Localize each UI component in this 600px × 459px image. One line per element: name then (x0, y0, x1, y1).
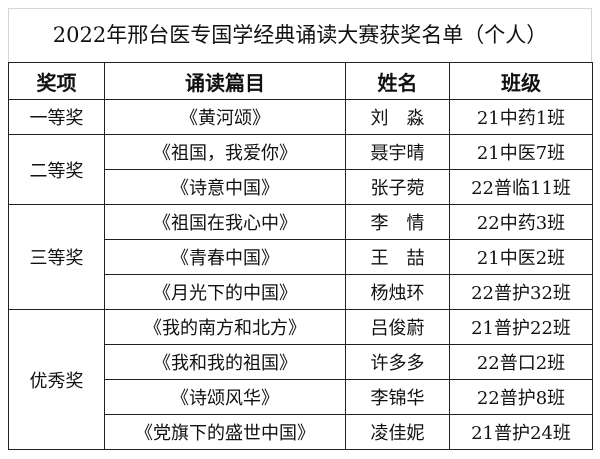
table-row: 《党旗下的盛世中国》 凌佳妮 21普护24班 (9, 414, 593, 450)
name-cell: 杨烛环 (345, 274, 450, 310)
name-cell: 吕俊蔚 (345, 309, 450, 345)
table-row: 优秀奖 《我的南方和北方》 吕俊蔚 21普护22班 (8, 309, 593, 450)
class-cell: 21普护24班 (449, 414, 593, 450)
name-cell: 刘 淼 (345, 99, 450, 135)
table-row: 《我和我的祖国》 许多多 22普口2班 (9, 344, 593, 380)
piece-cell: 《黄河颂》 (104, 99, 346, 135)
table-row: 二等奖 《祖国，我爱你》 聂宇晴 21中医7班 (8, 134, 593, 205)
award-table: 奖项 诵读篇目 姓名 班级 一等奖 《黄河颂》刘 淼 21中药1班 二等奖 《祖国，我爱… (8, 62, 593, 450)
header-row: 奖项 诵读篇目 姓名 班级 (8, 62, 593, 100)
table-row: 三等奖 《祖国在我心中》李 情 22中药3班 (8, 204, 593, 310)
table-row: 一等奖 《黄河颂》刘 淼 21中药1班 (8, 99, 593, 135)
class-cell: 21普护22班 (449, 309, 593, 345)
header-name: 姓名 (345, 62, 450, 100)
award-cell: 优秀奖 (8, 309, 105, 450)
class-cell: 21中医7班 (449, 134, 593, 170)
class-cell: 22普护8班 (449, 379, 593, 415)
class-cell: 22普护32班 (449, 274, 593, 310)
class-cell: 21中药1班 (449, 99, 593, 135)
header-class: 班级 (449, 62, 593, 100)
header-award: 奖项 (8, 62, 105, 100)
piece-cell: 《祖国，我爱你》 (104, 134, 346, 170)
name-cell: 许多多 (345, 344, 450, 380)
class-cell: 21中医2班 (449, 239, 593, 275)
piece-cell: 《我的南方和北方》 (104, 309, 346, 345)
piece-cell: 《我和我的祖国》 (104, 344, 346, 380)
name-cell: 聂宇晴 (345, 134, 450, 170)
table-row: 《月光下的中国》 杨烛环 22普护32班 (9, 274, 593, 310)
class-cell: 22普口2班 (449, 344, 593, 380)
table-row: 《诗意中国》 张子菀 22普临11班 (9, 169, 593, 205)
piece-cell: 《月光下的中国》 (104, 274, 346, 310)
name-cell: 李 情 (345, 204, 450, 240)
name-cell: 王 喆 (345, 239, 450, 275)
class-cell: 22普临11班 (449, 169, 593, 205)
piece-cell: 《党旗下的盛世中国》 (104, 414, 346, 450)
piece-cell: 《祖国在我心中》 (104, 204, 346, 240)
piece-cell: 《诗意中国》 (104, 169, 346, 205)
award-cell: 一等奖 (8, 99, 105, 135)
piece-cell: 《诗颂风华》 (104, 379, 346, 415)
class-cell: 22中药3班 (449, 204, 593, 240)
award-cell: 三等奖 (8, 204, 105, 310)
header-piece: 诵读篇目 (104, 62, 346, 100)
table-row: 《青春中国》王 喆 21中医2班 (9, 239, 593, 275)
piece-cell: 《青春中国》 (104, 239, 346, 275)
name-cell: 李锦华 (345, 379, 450, 415)
award-cell: 二等奖 (8, 134, 105, 205)
table-row: 《诗颂风华》 李锦华 22普护8班 (9, 379, 593, 415)
document-title: 2022年邢台医专国学经典诵读大赛获奖名单（个人） (8, 8, 592, 62)
name-cell: 凌佳妮 (345, 414, 450, 450)
name-cell: 张子菀 (345, 169, 450, 205)
